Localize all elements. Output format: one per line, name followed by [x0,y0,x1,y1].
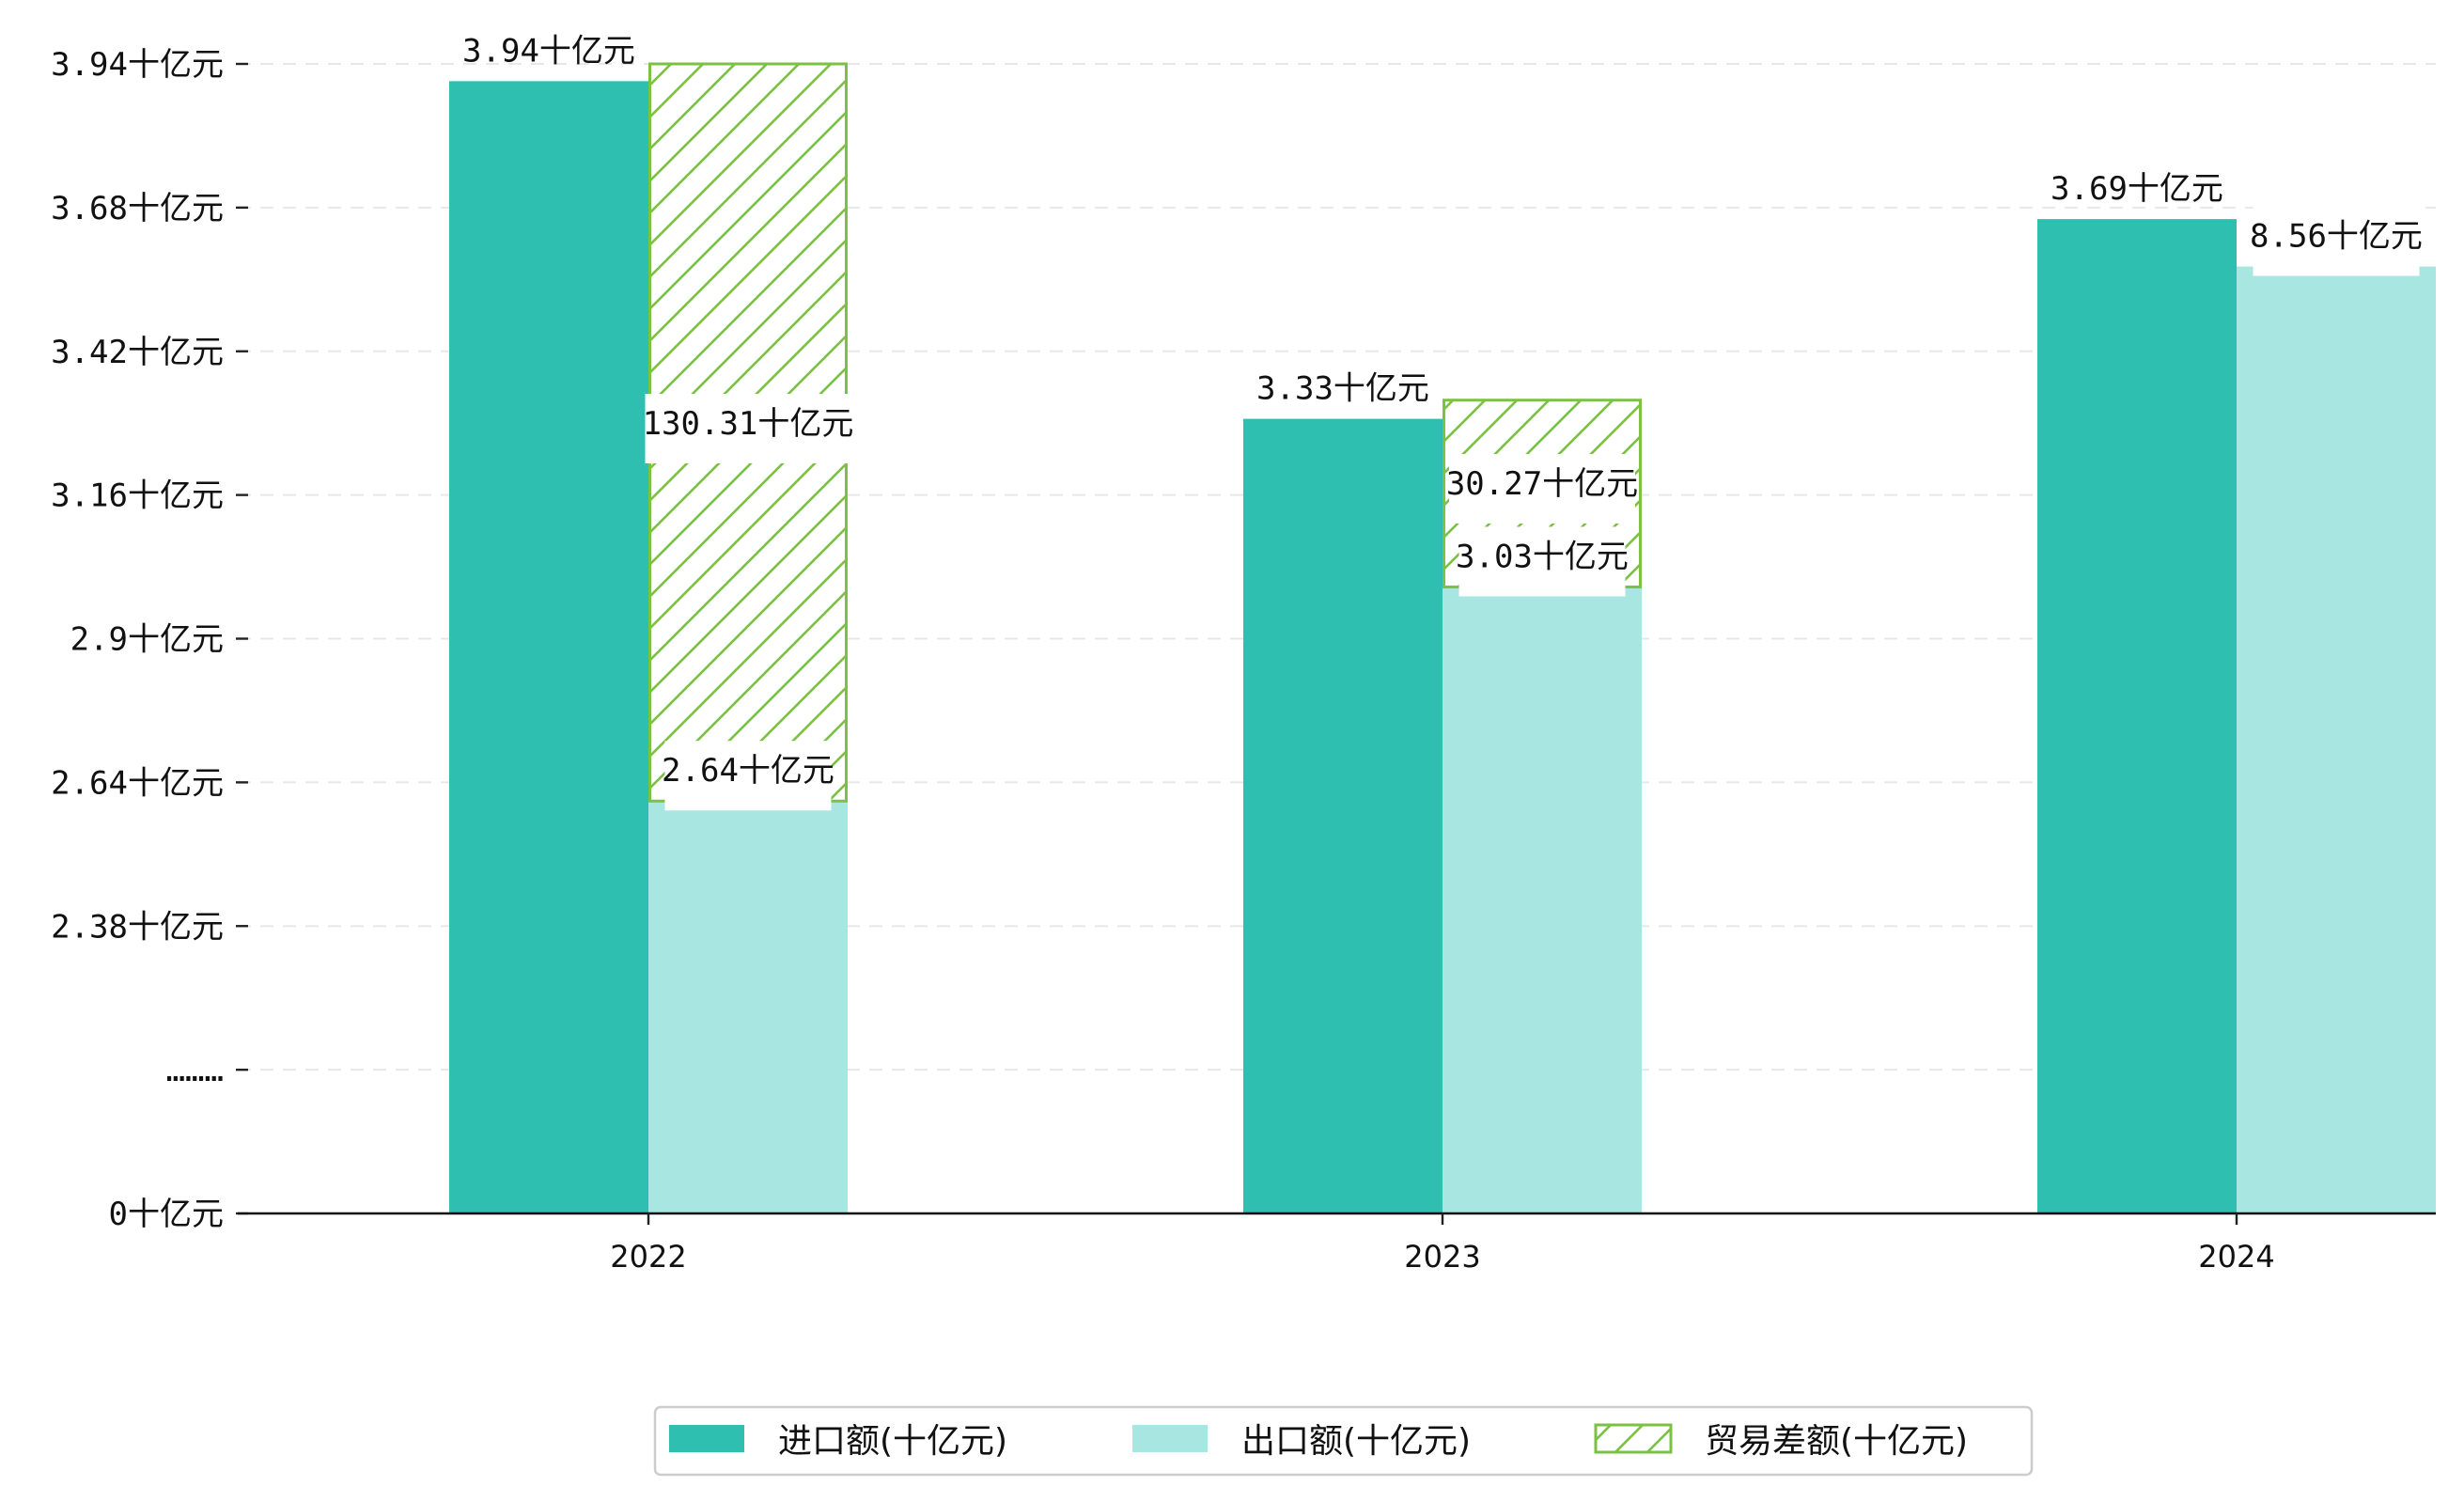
legend-swatch-balance [1594,1423,1673,1454]
legend-swatch-export [1132,1425,1208,1452]
bar-import-2023 [1243,418,1443,1213]
label-import-2022: 3.94十亿元 [462,32,635,70]
bar-export-2024 [2237,266,2436,1214]
label-balance-2022-box [645,394,851,463]
x-tick-label-2022: 2022 [610,1239,686,1275]
y-tick-label-7: 3.68十亿元 [51,190,224,227]
label-export-2024-box [2253,206,2420,276]
y-tick-label-4: 2.9十亿元 [70,621,224,659]
y-tick-label-2: 2.38十亿元 [51,908,224,946]
label-balance-2023: 30.27十亿元 [1446,454,1638,524]
bar-export-2023 [1443,587,1642,1213]
label-balance-2022-text: 130.31十亿元 [643,405,854,443]
bar-import-2024 [2037,219,2237,1214]
legend: 进口额(十亿元) 出口额(十亿元) 贸易差额(十亿元) [653,1405,2034,1477]
label-export-2024: 8.56十亿元 [2250,206,2423,276]
y-tick-label-8: 3.94十亿元 [51,46,224,84]
legend-swatch-import [669,1425,744,1452]
label-export-2022-box [664,741,832,811]
label-export-2022: 2.64十亿元 [662,741,834,811]
label-balance-2023-box [1449,454,1635,524]
data-labels: 3.94十亿元 2.64十亿元 130.31十亿元 3.33十亿元 3.03十亿元 30.… [462,32,2423,811]
y-tick-label-5: 3.16十亿元 [51,477,224,515]
label-export-2023: 3.03十亿元 [1456,526,1629,597]
y-tick-label-1: ……… [166,1052,224,1089]
x-tick-label-2024: 2024 [2198,1239,2274,1275]
label-import-2023-text: 3.33十亿元 [1256,370,1429,408]
label-import-2022-text: 3.94十亿元 [462,32,635,70]
label-import-2024: 3.69十亿元 [2051,170,2223,208]
label-balance-2022: 130.31十亿元 [643,394,854,463]
label-export-2024-text: 8.56十亿元 [2250,218,2423,256]
legend-label-balance: 贸易差额(十亿元) [1705,1422,1968,1461]
legend-frame [653,1405,2034,1477]
bar-import-2022 [449,81,648,1214]
bar-export-2022 [648,801,848,1213]
axes: 0十亿元 ……… 2.38十亿元 2.64十亿元 2.9十亿元 3.16十亿元 3.42十亿… [51,46,2436,1275]
label-balance-2023-text: 30.27十亿元 [1446,465,1638,503]
legend-label-import: 进口额(十亿元) [778,1422,1007,1461]
x-tick-label-2023: 2023 [1404,1239,1480,1275]
label-export-2023-text: 3.03十亿元 [1456,538,1629,575]
bars [449,62,2436,1214]
legend-label-export: 出口额(十亿元) [1241,1422,1471,1461]
label-export-2023-box [1458,526,1626,597]
y-tick-label-0: 0十亿元 [109,1196,224,1233]
y-tick-label-6: 3.42十亿元 [51,334,224,371]
y-tick-label-3: 2.64十亿元 [51,764,224,802]
label-import-2023: 3.33十亿元 [1256,370,1429,408]
label-import-2024-text: 3.69十亿元 [2051,170,2223,208]
label-export-2022-text: 2.64十亿元 [662,752,834,790]
